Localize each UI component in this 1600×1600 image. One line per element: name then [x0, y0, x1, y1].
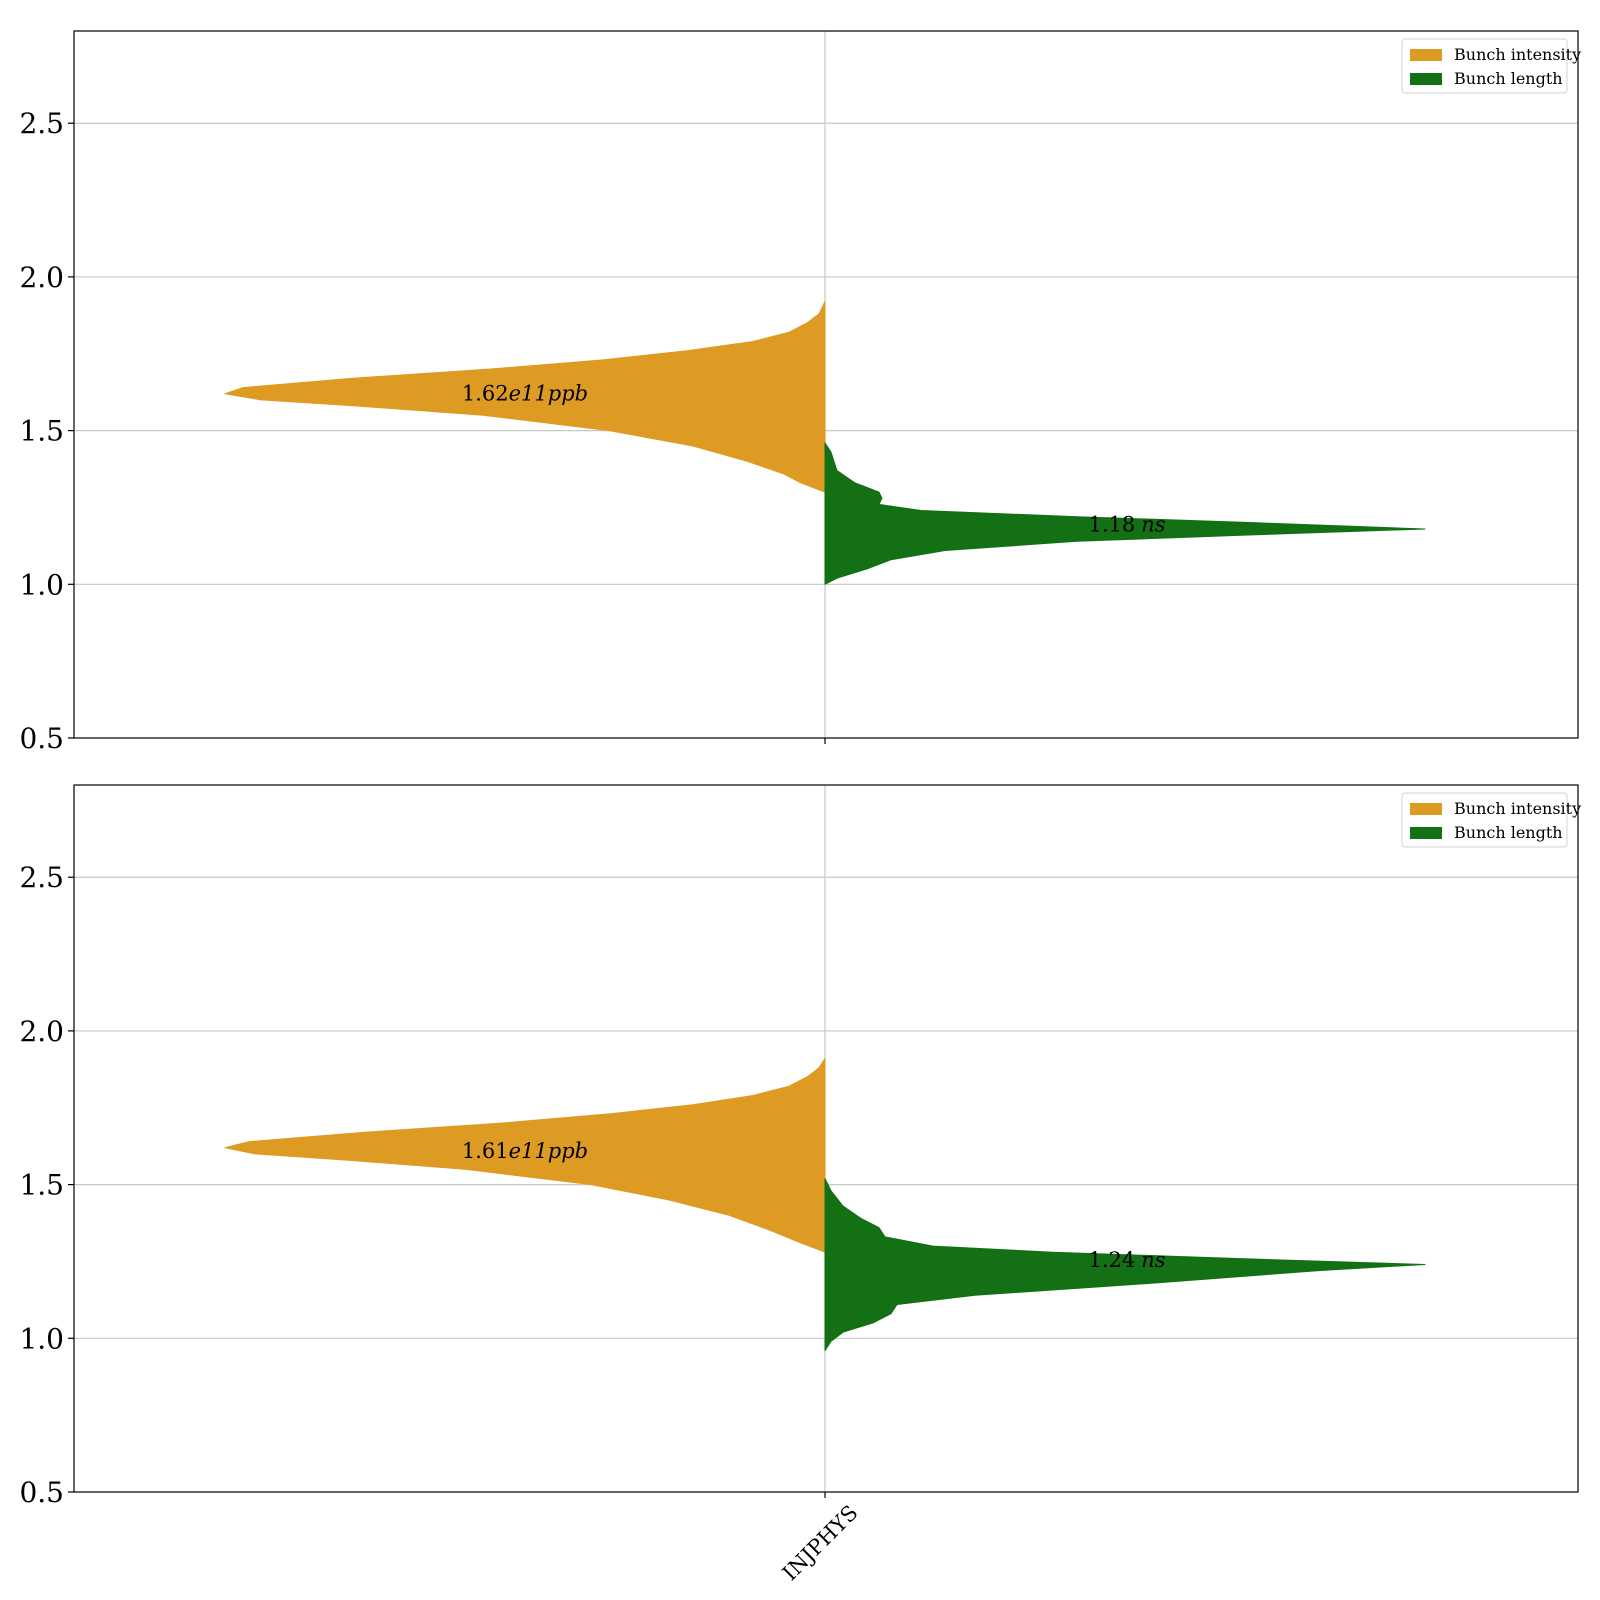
annotation-bunch-length: 1.18 ns [1088, 512, 1165, 536]
y-tick-label: 1.5 [19, 415, 64, 448]
annotation-unit: ns [1141, 512, 1166, 536]
annotation-value: 1.24 [1088, 1248, 1135, 1272]
annotation-bunch-intensity: 1.62e11ppb [462, 382, 588, 406]
annotation-bunch-intensity: 1.61e11ppb [462, 1139, 588, 1163]
annotation-unit: ns [1141, 1248, 1166, 1272]
legend: Bunch intensity Bunch length [1401, 792, 1581, 848]
violin-bunch-length [824, 442, 1426, 585]
annotation-unit: ppb [548, 382, 588, 406]
y-tick-label: 1.5 [19, 1169, 64, 1202]
y-tick-label: 1.0 [19, 1322, 64, 1355]
violin-bunch-length [824, 1177, 1426, 1352]
y-tick-label: 1.0 [19, 568, 64, 601]
legend-swatch-bunch-intensity [1410, 49, 1442, 61]
y-tick-label: 0.5 [19, 1476, 64, 1509]
legend-box [1401, 38, 1568, 94]
annotation-value: 1.62 [462, 382, 509, 406]
violin-bunch-intensity [224, 301, 826, 493]
legend-box [1401, 792, 1568, 848]
legend-swatch-bunch-length [1410, 73, 1442, 85]
legend-label: Bunch intensity [1454, 45, 1581, 64]
x-tick-label: INJPHYS [778, 1501, 863, 1586]
y-tick-label: 2.0 [19, 1015, 64, 1048]
legend-label: Bunch length [1454, 823, 1563, 842]
violin-bunch-intensity [224, 1058, 826, 1253]
chart-panel-bottom: 0.5 1.0 1.5 2.0 2.5 1.61e11ppb 1.24 ns Bunch int… [19, 784, 1581, 1509]
y-tick-label: 2.5 [19, 861, 64, 894]
legend-label: Bunch length [1454, 69, 1563, 88]
annotation-exponent: e11 [509, 1139, 548, 1163]
legend-label: Bunch intensity [1454, 799, 1581, 818]
chart-panel-top: 0.5 1.0 1.5 2.0 2.5 1.62e11ppb 1.18 ns Bunch int… [19, 30, 1581, 755]
legend: Bunch intensity Bunch length [1401, 38, 1581, 94]
legend-swatch-bunch-length [1410, 827, 1442, 839]
legend-swatch-bunch-intensity [1410, 803, 1442, 815]
y-tick-label: 2.5 [19, 107, 64, 140]
annotation-value: 1.61 [462, 1139, 509, 1163]
y-tick-label: 0.5 [19, 722, 64, 755]
y-tick-label: 2.0 [19, 261, 64, 294]
annotation-exponent: e11 [509, 382, 548, 406]
plot-frame [73, 30, 1579, 739]
annotation-bunch-length: 1.24 ns [1088, 1248, 1165, 1272]
plot-frame [73, 784, 1579, 1493]
annotation-unit: ppb [548, 1139, 588, 1163]
annotation-value: 1.18 [1088, 512, 1135, 536]
